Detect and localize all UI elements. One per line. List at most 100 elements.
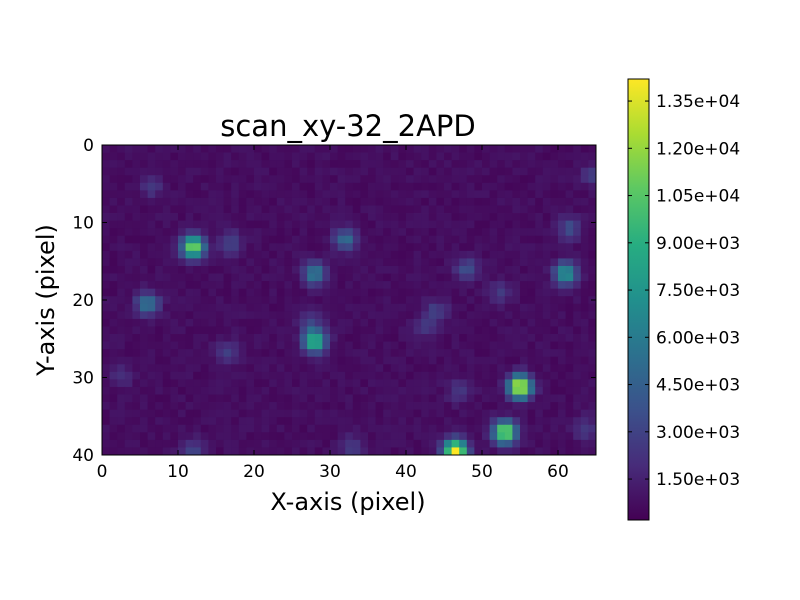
heatmap-cell: [132, 190, 141, 199]
heatmap-cell: [170, 311, 179, 320]
heatmap-cell: [352, 364, 361, 373]
heatmap-cell: [307, 258, 316, 267]
heatmap-cell: [314, 326, 323, 335]
heatmap-cell: [140, 152, 148, 161]
heatmap-cell: [520, 235, 528, 244]
heatmap-cell: [474, 318, 483, 327]
heatmap-cell: [132, 432, 141, 441]
heatmap-cell: [580, 349, 589, 358]
heatmap-cell: [436, 424, 445, 433]
heatmap-cell: [345, 409, 354, 418]
heatmap-cell: [421, 371, 430, 380]
heatmap-cell: [390, 243, 399, 252]
heatmap-cell: [147, 182, 156, 191]
heatmap-cell: [193, 265, 202, 274]
heatmap-cell: [352, 273, 361, 282]
heatmap-cell: [299, 281, 308, 290]
heatmap-cell: [238, 145, 247, 153]
heatmap-cell: [292, 250, 300, 259]
heatmap-cell: [147, 250, 156, 259]
heatmap-cell: [398, 318, 407, 327]
heatmap-cell: [444, 190, 452, 199]
heatmap-cell: [102, 145, 110, 153]
heatmap-cell: [254, 250, 262, 259]
heatmap-cell: [558, 417, 566, 426]
heatmap-cell: [565, 288, 574, 297]
heatmap-cell: [322, 265, 331, 274]
heatmap-cell: [565, 182, 574, 191]
heatmap-cell: [360, 265, 369, 274]
heatmap-cell: [254, 424, 262, 433]
heatmap-cell: [421, 432, 430, 441]
heatmap-cell: [512, 243, 521, 252]
heatmap-cell: [185, 349, 194, 358]
heatmap-cell: [383, 273, 392, 282]
heatmap-cell: [337, 235, 346, 244]
heatmap-cell: [573, 371, 582, 380]
heatmap-cell: [466, 447, 475, 456]
heatmap-cell: [147, 281, 156, 290]
heatmap-cell: [368, 235, 376, 244]
heatmap-cell: [580, 197, 589, 206]
heatmap-cell: [512, 213, 521, 222]
heatmap-cell: [292, 447, 300, 456]
heatmap-cell: [421, 288, 430, 297]
heatmap-cell: [178, 228, 186, 237]
x-tick-label: 20: [243, 462, 265, 482]
heatmap-cell: [185, 175, 194, 184]
y-tick-label: 30: [72, 369, 94, 389]
heatmap-cell: [330, 356, 338, 365]
heatmap-cell: [375, 213, 384, 222]
heatmap-cell: [292, 197, 300, 206]
heatmap-cell: [406, 167, 414, 176]
heatmap-cell: [185, 364, 194, 373]
heatmap-cell: [451, 250, 460, 259]
heatmap-cell: [542, 402, 551, 411]
heatmap-cell: [512, 205, 521, 214]
heatmap-cell: [527, 432, 536, 441]
heatmap-cell: [520, 160, 528, 169]
heatmap-cell: [550, 432, 559, 441]
heatmap-cell: [337, 160, 346, 169]
heatmap-cell: [178, 220, 186, 229]
heatmap-cell: [109, 432, 118, 441]
heatmap-cell: [520, 145, 528, 153]
heatmap-cell: [444, 152, 452, 161]
heatmap-cell: [527, 288, 536, 297]
heatmap-cell: [269, 160, 278, 169]
heatmap-cell: [102, 288, 110, 297]
heatmap-cell: [520, 326, 528, 335]
heatmap-cell: [261, 213, 270, 222]
heatmap-cell: [170, 213, 179, 222]
heatmap-cell: [208, 228, 217, 237]
heatmap-cell: [550, 417, 559, 426]
heatmap-cell: [466, 341, 475, 350]
heatmap-cell: [451, 417, 460, 426]
heatmap-cell: [421, 386, 430, 395]
heatmap-cell: [489, 167, 498, 176]
heatmap-cell: [421, 394, 430, 403]
heatmap-cell: [436, 417, 445, 426]
heatmap-cell: [132, 356, 141, 365]
heatmap-cell: [352, 303, 361, 312]
heatmap-cell: [550, 175, 559, 184]
heatmap-cell: [375, 402, 384, 411]
heatmap-cell: [489, 356, 498, 365]
heatmap-cell: [216, 402, 224, 411]
heatmap-cell: [368, 273, 376, 282]
heatmap-cell: [102, 273, 110, 282]
heatmap-cell: [124, 145, 133, 153]
heatmap-cell: [383, 341, 392, 350]
heatmap-cell: [307, 402, 316, 411]
heatmap-cell: [216, 349, 224, 358]
heatmap-cell: [535, 417, 544, 426]
heatmap-cell: [444, 394, 452, 403]
heatmap-cell: [162, 356, 171, 365]
heatmap-cell: [573, 417, 582, 426]
heatmap-cell: [383, 182, 392, 191]
heatmap-cell: [132, 379, 141, 388]
heatmap-cell: [155, 394, 164, 403]
heatmap-cell: [132, 303, 141, 312]
heatmap-cell: [383, 243, 392, 252]
heatmap-cell: [504, 250, 513, 259]
